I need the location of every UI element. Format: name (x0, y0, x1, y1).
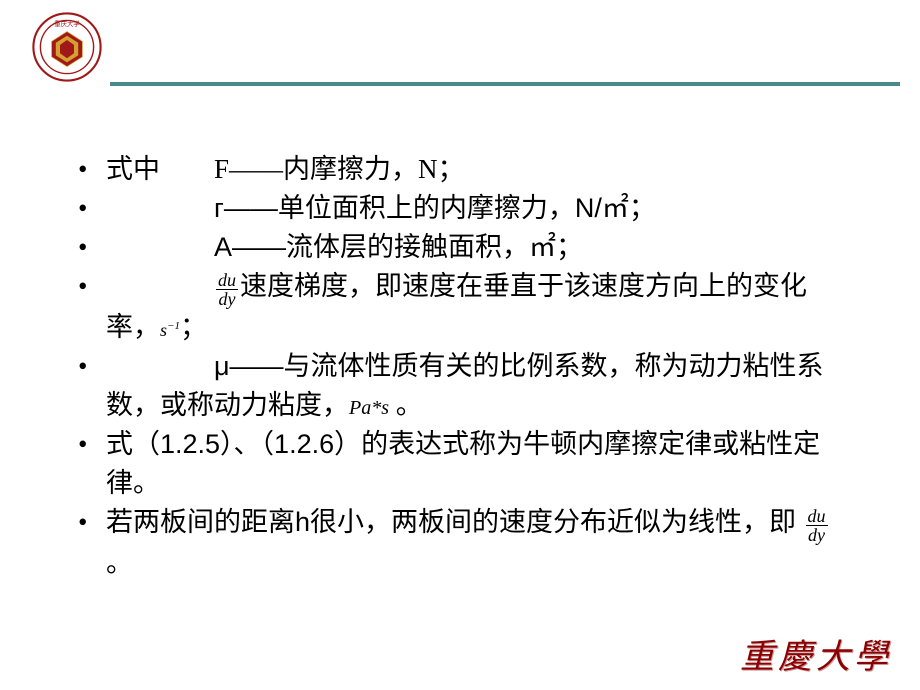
bullet-text: г——单位面积上的内摩擦力，N/㎡； (106, 189, 858, 228)
fraction-du-dy: dudy (806, 507, 828, 544)
bullet-item: • 式（1.2.5）、（1.2.6）的表达式称为牛顿内摩擦定律或粘性定律。 (78, 425, 858, 503)
fraction-du-dy: dudy (216, 271, 238, 308)
bullet-item: • dudy速度梯度，即速度在垂直于该速度方向上的变化率，s−1； (78, 267, 858, 346)
bullet-marker: • (78, 267, 106, 306)
bullet-marker: • (78, 150, 106, 189)
bullet-text: μ——与流体性质有关的比例系数，称为动力粘性系数，或称动力粘度，Pa*s 。 (106, 347, 858, 425)
bullet-marker: • (78, 347, 106, 386)
bullet-item: • μ——与流体性质有关的比例系数，称为动力粘性系数，或称动力粘度，Pa*s 。 (78, 347, 858, 425)
bullet-text: A——流体层的接触面积，㎡； (106, 228, 858, 267)
bullet-item: • г——单位面积上的内摩擦力，N/㎡； (78, 189, 858, 228)
bullet-item: • 式中 F——内摩擦力，N； (78, 150, 858, 189)
university-logo: 重庆大学 (32, 12, 102, 82)
svg-text:重庆大学: 重庆大学 (54, 19, 79, 28)
bullet-marker: • (78, 425, 106, 464)
slide-content: • 式中 F——内摩擦力，N； • г——单位面积上的内摩擦力，N/㎡； • A… (78, 150, 858, 583)
bullet-text: 若两板间的距离h很小，两板间的速度分布近似为线性，即 dudy 。 (106, 503, 858, 582)
bullet-marker: • (78, 228, 106, 267)
bullet-text: 式（1.2.5）、（1.2.6）的表达式称为牛顿内摩擦定律或粘性定律。 (106, 425, 858, 503)
s-inverse: s−1 (160, 320, 180, 340)
bullet-text: dudy速度梯度，即速度在垂直于该速度方向上的变化率，s−1； (106, 267, 858, 346)
slide-header: 重庆大学 (0, 0, 920, 90)
unit-pa-s: Pa*s (349, 397, 389, 419)
bullet-text: 式中 F——内摩擦力，N； (106, 150, 858, 189)
bullet-item: • 若两板间的距离h很小，两板间的速度分布近似为线性，即 dudy 。 (78, 503, 858, 582)
header-rule (110, 82, 900, 86)
footer-signature: 重慶大學 (740, 629, 892, 678)
bullet-marker: • (78, 503, 106, 542)
bullet-item: • A——流体层的接触面积，㎡； (78, 228, 858, 267)
bullet-marker: • (78, 189, 106, 228)
